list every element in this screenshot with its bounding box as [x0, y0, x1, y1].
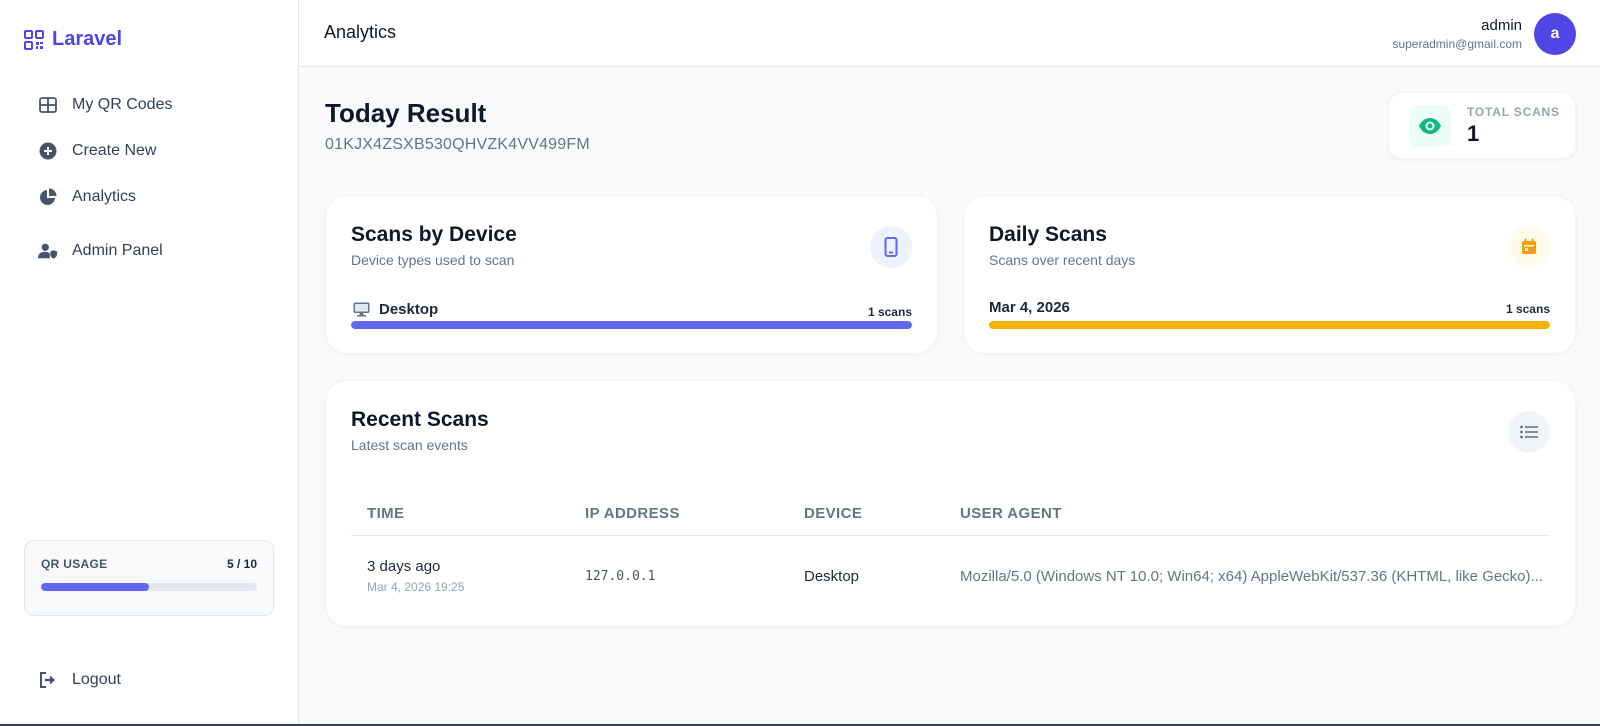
logout-icon [38, 670, 58, 690]
total-scans-label: TOTAL SCANS [1467, 104, 1560, 119]
top-header: Analytics admin superadmin@gmail.com a [299, 0, 1600, 67]
column-header-ip-address: IP ADDRESS [585, 504, 680, 522]
qr-usage-card: QR USAGE 5 / 10 [24, 540, 274, 616]
scan-time-relative: 3 days ago [367, 558, 441, 575]
eye-icon [1409, 104, 1451, 147]
grid-icon [38, 95, 58, 115]
user-shield-icon [38, 241, 58, 261]
sidebar-item-my-qr-codes[interactable]: My QR Codes [24, 82, 276, 128]
table-row: 3 days ago Mar 4, 2026 19:25 127.0.0.1 D… [351, 536, 1550, 616]
daily-row-count: 1 scans [1505, 302, 1550, 316]
user-name: admin [1481, 17, 1522, 34]
total-scans-value: 1 [1467, 120, 1480, 146]
sidebar-item-label: Admin Panel [72, 242, 163, 259]
pie-chart-icon [38, 187, 58, 207]
qr-code-id: 01KJX4ZSXB530QHVZK4VV499FM [325, 136, 590, 153]
qr-code-icon [24, 29, 44, 50]
sidebar-item-label: My QR Codes [72, 96, 173, 113]
card-title: Scans by Device [351, 223, 517, 246]
avatar[interactable]: a [1534, 13, 1576, 55]
card-subtitle: Scans over recent days [989, 252, 1136, 268]
scan-time-absolute: Mar 4, 2026 19:25 [367, 580, 465, 594]
scan-user-agent: Mozilla/5.0 (Windows NT 10.0; Win64; x64… [960, 567, 1544, 585]
desktop-icon [351, 299, 371, 319]
device-row-label: Desktop [379, 300, 439, 318]
device-progress-fill [351, 321, 912, 329]
scan-device: Desktop [804, 567, 860, 585]
logout-button[interactable]: Logout [24, 657, 276, 703]
qr-usage-title: QR USAGE [41, 557, 108, 571]
sidebar-item-create-new[interactable]: Create New [24, 128, 276, 174]
table-header: TIME IP ADDRESS DEVICE USER AGENT [351, 491, 1550, 536]
mobile-icon [870, 226, 912, 268]
user-menu[interactable]: admin superadmin@gmail.com a [1392, 13, 1576, 55]
brand-name: Laravel [52, 28, 123, 50]
daily-progress-fill [989, 321, 1550, 329]
logout-label: Logout [72, 671, 121, 688]
recent-scans-card: Recent Scans Latest scan events TIME IP … [325, 380, 1576, 627]
plus-circle-icon [38, 141, 58, 161]
device-row-count: 1 scans [867, 305, 912, 319]
daily-progress-bar [989, 321, 1550, 329]
window-bottom-border [0, 724, 1600, 726]
list-icon[interactable] [1508, 411, 1550, 453]
card-subtitle: Device types used to scan [351, 252, 515, 268]
qr-usage-progress-fill [41, 583, 149, 591]
recent-scans-table: TIME IP ADDRESS DEVICE USER AGENT 3 days… [351, 491, 1550, 616]
card-title: Daily Scans [989, 223, 1107, 246]
qr-usage-count: 5 / 10 [226, 557, 257, 571]
scan-ip-address: 127.0.0.1 [585, 568, 656, 584]
calendar-icon [1508, 226, 1550, 268]
column-header-device: DEVICE [804, 504, 863, 522]
card-subtitle: Latest scan events [351, 437, 468, 453]
daily-row-label: Mar 4, 2026 [989, 299, 1070, 316]
result-title: Today Result [325, 98, 487, 128]
sidebar-item-admin-panel[interactable]: Admin Panel [24, 228, 276, 274]
sidebar-nav: My QR Codes Create New Analytics Admin P… [24, 82, 276, 274]
sidebar-item-analytics[interactable]: Analytics [24, 174, 276, 220]
total-scans-card: TOTAL SCANS 1 [1388, 92, 1576, 159]
logout-button-wrap: Logout [24, 657, 276, 703]
qr-usage-progress [41, 583, 257, 591]
user-email: superadmin@gmail.com [1392, 37, 1522, 51]
sidebar: Laravel My QR Codes Create New Analytics… [0, 0, 299, 726]
sidebar-item-label: Create New [72, 142, 157, 159]
card-title: Recent Scans [351, 408, 489, 431]
column-header-time: TIME [367, 504, 405, 522]
page-title: Analytics [324, 22, 397, 42]
scans-by-device-card: Scans by Device Device types used to sca… [325, 195, 938, 354]
column-header-user-agent: USER AGENT [960, 504, 1062, 522]
brand[interactable]: Laravel [24, 28, 122, 51]
sidebar-item-label: Analytics [72, 188, 137, 205]
daily-scans-card: Daily Scans Scans over recent days Mar 4… [963, 195, 1576, 354]
device-progress-bar [351, 321, 912, 329]
